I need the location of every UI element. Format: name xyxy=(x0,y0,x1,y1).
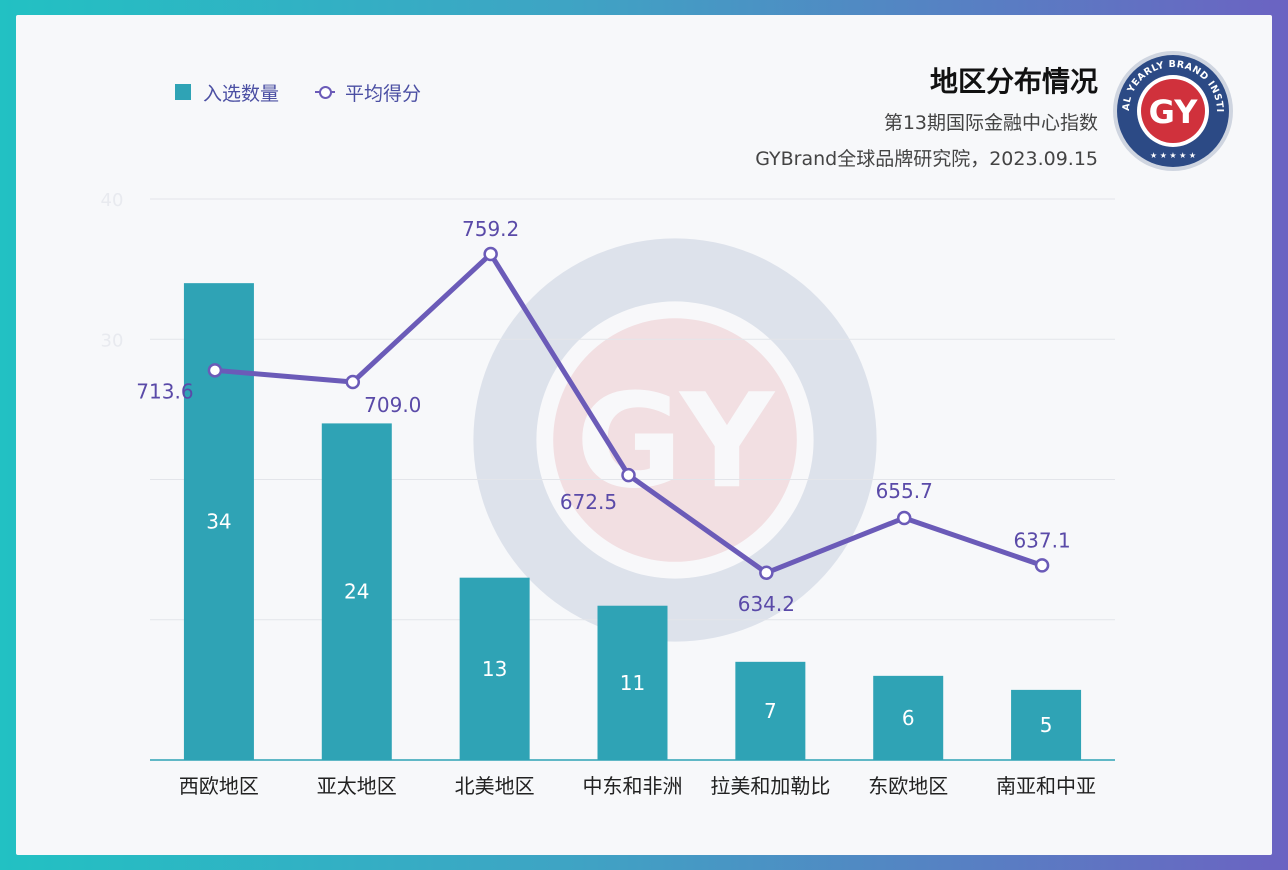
x-tick-label: 拉美和加勒比 xyxy=(710,774,830,798)
x-tick-label: 亚太地区 xyxy=(317,774,397,798)
legend-bar-swatch xyxy=(175,84,191,100)
bar-value-label: 5 xyxy=(1040,713,1053,737)
x-tick-label: 南亚和中亚 xyxy=(996,774,1096,798)
chart-title: 地区分布情况 xyxy=(929,65,1098,98)
line-value-label: 713.6 xyxy=(136,379,193,403)
line-value-label: 709.0 xyxy=(364,393,421,417)
chart-subtitle-1: 第13期国际金融中心指数 xyxy=(883,112,1098,134)
logo-stars: ★ ★ ★ ★ ★ xyxy=(1150,151,1196,160)
legend: 入选数量 平均得分 xyxy=(175,79,457,106)
line-point xyxy=(345,374,361,390)
line-value-label: 655.7 xyxy=(876,479,933,503)
line-point xyxy=(759,565,774,581)
y-tick-label: 30 xyxy=(101,330,124,351)
bar-value-label: 13 xyxy=(482,657,507,681)
legend-line-swatch xyxy=(315,84,336,100)
logo-initials: GY xyxy=(1149,93,1199,131)
legend-item-bars[interactable]: 入选数量 xyxy=(175,79,279,106)
bar-value-label: 11 xyxy=(620,671,645,695)
chart-subtitle-2: GYBrand全球品牌研究院，2023.09.15 xyxy=(755,148,1098,170)
line-value-label: 672.5 xyxy=(560,490,617,514)
line-point xyxy=(207,363,223,378)
line-point xyxy=(896,510,912,526)
line-value-label: 759.2 xyxy=(462,217,519,241)
bar xyxy=(183,283,254,760)
bar xyxy=(1011,689,1082,760)
bar-value-label: 24 xyxy=(344,580,369,604)
line-value-label: 634.2 xyxy=(738,592,795,616)
line-point xyxy=(483,246,498,262)
bar-value-label: 34 xyxy=(206,510,231,534)
bar xyxy=(597,605,668,760)
x-tick-label: 东欧地区 xyxy=(868,774,948,798)
bar-value-label: 7 xyxy=(764,699,777,723)
bar xyxy=(735,661,806,760)
line-value-label: 637.1 xyxy=(1013,528,1070,552)
bar xyxy=(321,423,392,760)
line-point xyxy=(621,467,636,483)
line-point xyxy=(1034,558,1050,573)
legend-label-line: 平均得分 xyxy=(345,82,422,105)
y-tick-label: 40 xyxy=(101,190,124,211)
legend-item-line[interactable]: 平均得分 xyxy=(315,79,421,106)
legend-label-bars: 入选数量 xyxy=(203,82,280,105)
x-tick-label: 北美地区 xyxy=(455,774,535,798)
bar-value-label: 6 xyxy=(902,706,915,730)
x-tick-label: 中东和非洲 xyxy=(583,774,683,798)
bar xyxy=(873,675,944,760)
bar xyxy=(459,577,530,760)
brand-logo: GLOBAL YEARLY BRAND INSTITUTE GY ★ ★ ★ ★… xyxy=(1112,50,1233,171)
x-tick-label: 西欧地区 xyxy=(179,774,259,798)
